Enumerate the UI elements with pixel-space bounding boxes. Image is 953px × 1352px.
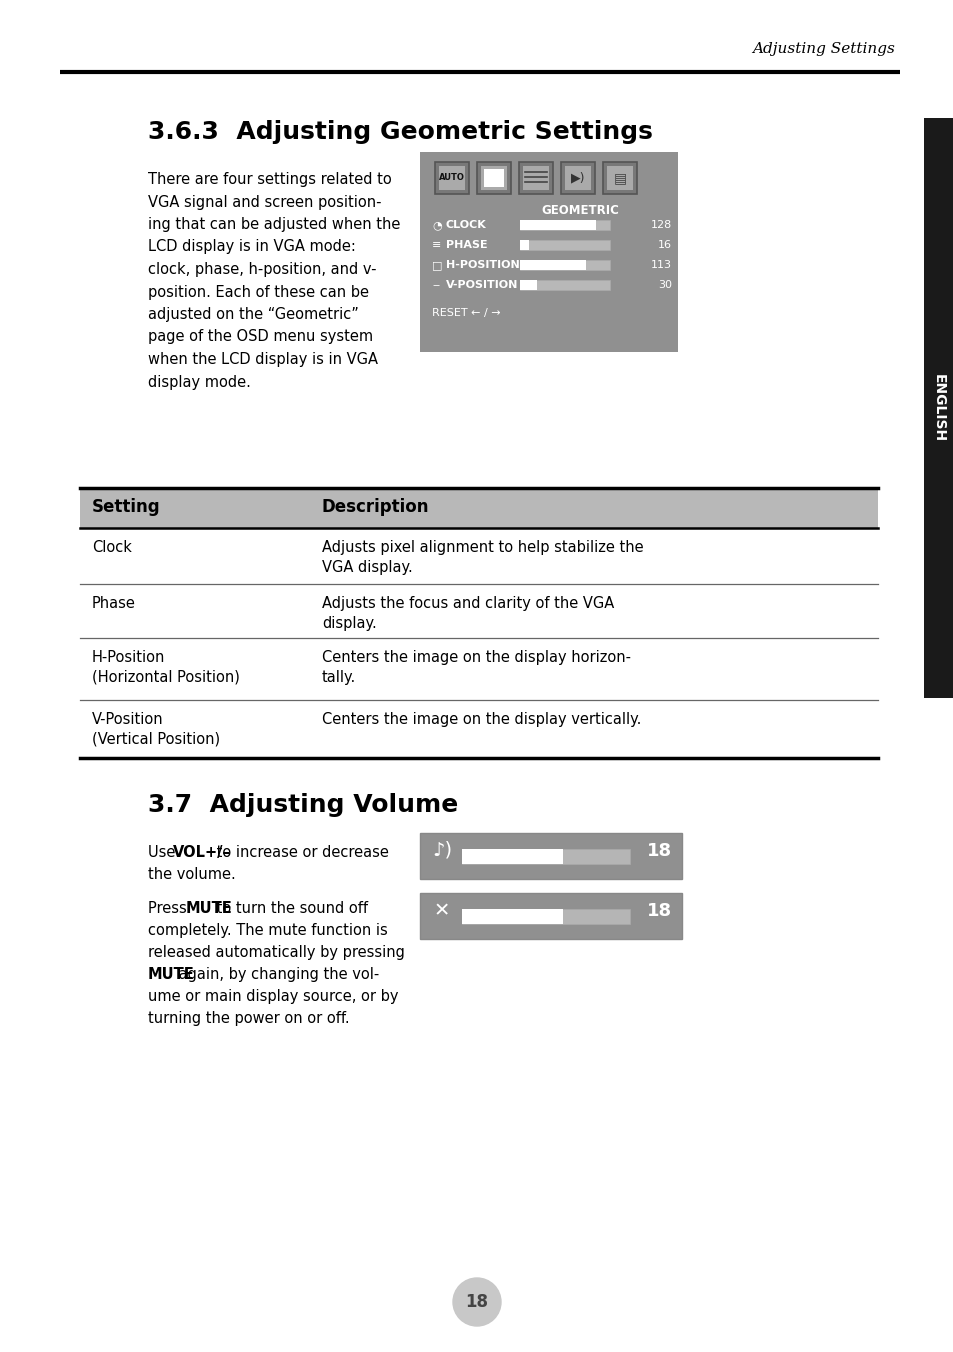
Text: (Horizontal Position): (Horizontal Position) (91, 671, 239, 685)
Text: There are four settings related to: There are four settings related to (148, 172, 392, 187)
FancyBboxPatch shape (560, 162, 595, 193)
Text: Adjusts the focus and clarity of the VGA: Adjusts the focus and clarity of the VGA (322, 596, 614, 611)
FancyBboxPatch shape (476, 162, 511, 193)
FancyBboxPatch shape (564, 166, 590, 191)
Text: to turn the sound off: to turn the sound off (212, 900, 368, 917)
FancyBboxPatch shape (461, 909, 562, 923)
Text: Description: Description (322, 498, 429, 516)
Text: display mode.: display mode. (148, 375, 251, 389)
FancyBboxPatch shape (519, 241, 609, 250)
FancyBboxPatch shape (419, 151, 678, 352)
Text: page of the OSD menu system: page of the OSD menu system (148, 330, 373, 345)
Text: turning the power on or off.: turning the power on or off. (148, 1011, 349, 1026)
FancyBboxPatch shape (606, 166, 633, 191)
FancyBboxPatch shape (480, 166, 506, 191)
Text: V-Position: V-Position (91, 713, 164, 727)
FancyBboxPatch shape (419, 833, 681, 879)
Text: Press: Press (148, 900, 192, 917)
Text: to increase or decrease: to increase or decrease (212, 845, 389, 860)
Text: Setting: Setting (91, 498, 160, 516)
FancyBboxPatch shape (461, 909, 629, 923)
Text: MUTE: MUTE (186, 900, 233, 917)
Text: ♪): ♪) (432, 841, 452, 860)
Text: Use: Use (148, 845, 180, 860)
Text: (Vertical Position): (Vertical Position) (91, 731, 220, 748)
FancyBboxPatch shape (80, 488, 877, 529)
Text: H-POSITION: H-POSITION (446, 260, 519, 270)
FancyBboxPatch shape (461, 849, 562, 864)
Text: Adjusting Settings: Adjusting Settings (751, 42, 894, 55)
Text: VOL+/–: VOL+/– (173, 845, 231, 860)
Text: PHASE: PHASE (446, 241, 487, 250)
Text: adjusted on the “Geometric”: adjusted on the “Geometric” (148, 307, 358, 322)
Text: ✕: ✕ (434, 900, 450, 919)
FancyBboxPatch shape (923, 118, 953, 698)
Text: ▤: ▤ (613, 170, 626, 185)
Circle shape (453, 1278, 500, 1326)
Text: display.: display. (322, 617, 376, 631)
Text: V-POSITION: V-POSITION (446, 280, 517, 289)
Text: position. Each of these can be: position. Each of these can be (148, 284, 369, 300)
FancyBboxPatch shape (522, 166, 548, 191)
Text: clock, phase, h-position, and v-: clock, phase, h-position, and v- (148, 262, 376, 277)
Text: ENGLISH: ENGLISH (931, 375, 945, 442)
Text: again, by changing the vol-: again, by changing the vol- (173, 967, 379, 982)
FancyBboxPatch shape (519, 280, 609, 289)
FancyBboxPatch shape (435, 162, 469, 193)
FancyBboxPatch shape (519, 241, 529, 250)
FancyBboxPatch shape (438, 166, 464, 191)
Text: released automatically by pressing: released automatically by pressing (148, 945, 404, 960)
Text: 30: 30 (658, 280, 671, 289)
Text: Centers the image on the display vertically.: Centers the image on the display vertica… (322, 713, 640, 727)
Text: 3.6.3  Adjusting Geometric Settings: 3.6.3 Adjusting Geometric Settings (148, 120, 652, 145)
Text: ◔: ◔ (432, 220, 441, 230)
Text: 18: 18 (646, 842, 671, 860)
Text: 128: 128 (650, 220, 671, 230)
Text: LCD display is in VGA mode:: LCD display is in VGA mode: (148, 239, 355, 254)
Text: CLOCK: CLOCK (446, 220, 486, 230)
FancyBboxPatch shape (519, 220, 596, 230)
Text: RESET ← / →: RESET ← / → (432, 308, 500, 318)
Text: 3.7  Adjusting Volume: 3.7 Adjusting Volume (148, 794, 457, 817)
Text: ‒: ‒ (432, 280, 438, 289)
Text: Centers the image on the display horizon-: Centers the image on the display horizon… (322, 650, 630, 665)
Text: ing that can be adjusted when the: ing that can be adjusted when the (148, 218, 400, 233)
Text: □: □ (432, 260, 442, 270)
FancyBboxPatch shape (519, 280, 537, 289)
FancyBboxPatch shape (419, 894, 681, 940)
Text: 18: 18 (465, 1293, 488, 1311)
Text: ▶): ▶) (570, 172, 584, 184)
FancyBboxPatch shape (518, 162, 553, 193)
FancyBboxPatch shape (602, 162, 637, 193)
Text: ume or main display source, or by: ume or main display source, or by (148, 990, 398, 1005)
Text: when the LCD display is in VGA: when the LCD display is in VGA (148, 352, 377, 366)
Text: ≡: ≡ (432, 241, 441, 250)
Text: MUTE: MUTE (148, 967, 194, 982)
Text: tally.: tally. (322, 671, 355, 685)
Text: H-Position: H-Position (91, 650, 165, 665)
FancyBboxPatch shape (519, 260, 585, 270)
FancyBboxPatch shape (519, 220, 609, 230)
FancyBboxPatch shape (461, 849, 629, 864)
Text: Phase: Phase (91, 596, 135, 611)
Text: 16: 16 (658, 241, 671, 250)
FancyBboxPatch shape (519, 260, 609, 270)
FancyBboxPatch shape (483, 169, 503, 187)
Text: GEOMETRIC: GEOMETRIC (540, 204, 618, 218)
Text: Adjusts pixel alignment to help stabilize the: Adjusts pixel alignment to help stabiliz… (322, 539, 643, 556)
Text: completely. The mute function is: completely. The mute function is (148, 923, 387, 938)
Text: VGA display.: VGA display. (322, 560, 413, 575)
Text: 18: 18 (646, 902, 671, 919)
Text: the volume.: the volume. (148, 867, 235, 882)
Text: AUTO: AUTO (438, 173, 464, 183)
Text: Clock: Clock (91, 539, 132, 556)
Text: VGA signal and screen position-: VGA signal and screen position- (148, 195, 381, 210)
Text: 113: 113 (650, 260, 671, 270)
